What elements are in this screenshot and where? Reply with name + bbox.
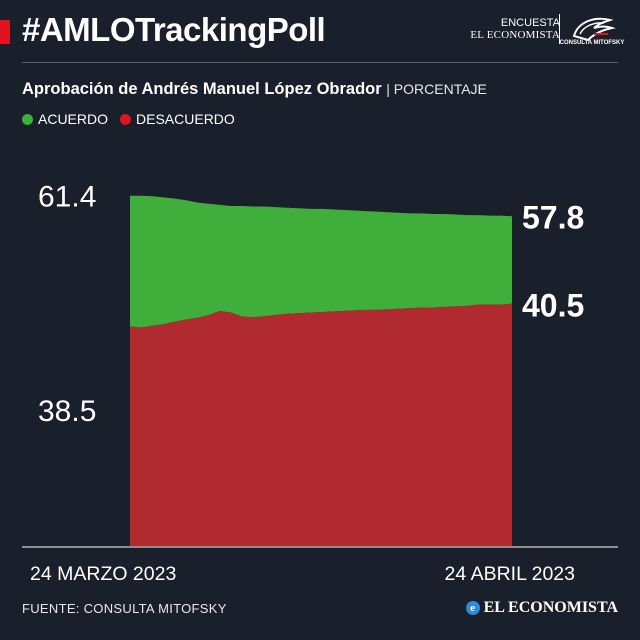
legend-dot-acuerdo	[22, 113, 33, 125]
el-economista-icon: e	[465, 601, 480, 615]
acuerdo-end-label: 57.8	[522, 199, 584, 235]
brand-block: ENCUESTA EL ECONOMISTA	[470, 17, 560, 41]
legend-dot-desacuerdo	[120, 113, 132, 125]
mitofsky-logo-icon	[572, 17, 616, 42]
acuerdo-start-label: 61.4	[38, 181, 96, 214]
legend-label-desacuerdo: DESACUERDO	[136, 111, 235, 127]
legend-item-acuerdo: ACUERDO	[22, 111, 108, 127]
header-divider	[22, 62, 618, 63]
logo-label: CONSULTA MITOFSKY	[559, 40, 625, 46]
footer-brand-text: EL ECONOMISTA	[483, 599, 618, 616]
acuerdo-area	[130, 195, 512, 328]
legend: ACUERDO DESACUERDO	[22, 111, 235, 127]
brand-separator	[559, 14, 560, 44]
desacuerdo-area	[130, 303, 512, 546]
brand-line-1: ENCUESTA	[500, 17, 560, 29]
x-tick-end: 24 ABRIL 2023	[445, 563, 575, 585]
subtitle-unit: | PORCENTAJE	[386, 81, 487, 97]
chart-subtitle: Aprobación de Andrés Manuel López Obrado…	[22, 80, 487, 99]
brand-line-2: EL ECONOMISTA	[470, 29, 560, 41]
footer-brand: e EL ECONOMISTA	[465, 599, 618, 617]
x-tick-start: 24 MARZO 2023	[30, 563, 176, 585]
desacuerdo-start-label: 38.5	[38, 395, 96, 428]
subtitle-main: Aprobación de Andrés Manuel López Obrado…	[22, 80, 382, 98]
footer-source: FUENTE: CONSULTA MITOFSKY	[22, 601, 227, 616]
desacuerdo-end-label: 40.5	[522, 288, 584, 324]
hashtag-title: #AMLOTrackingPoll	[22, 11, 326, 48]
accent-bar	[0, 20, 10, 44]
legend-label-acuerdo: ACUERDO	[38, 111, 109, 127]
legend-item-desacuerdo: DESACUERDO	[120, 111, 235, 127]
